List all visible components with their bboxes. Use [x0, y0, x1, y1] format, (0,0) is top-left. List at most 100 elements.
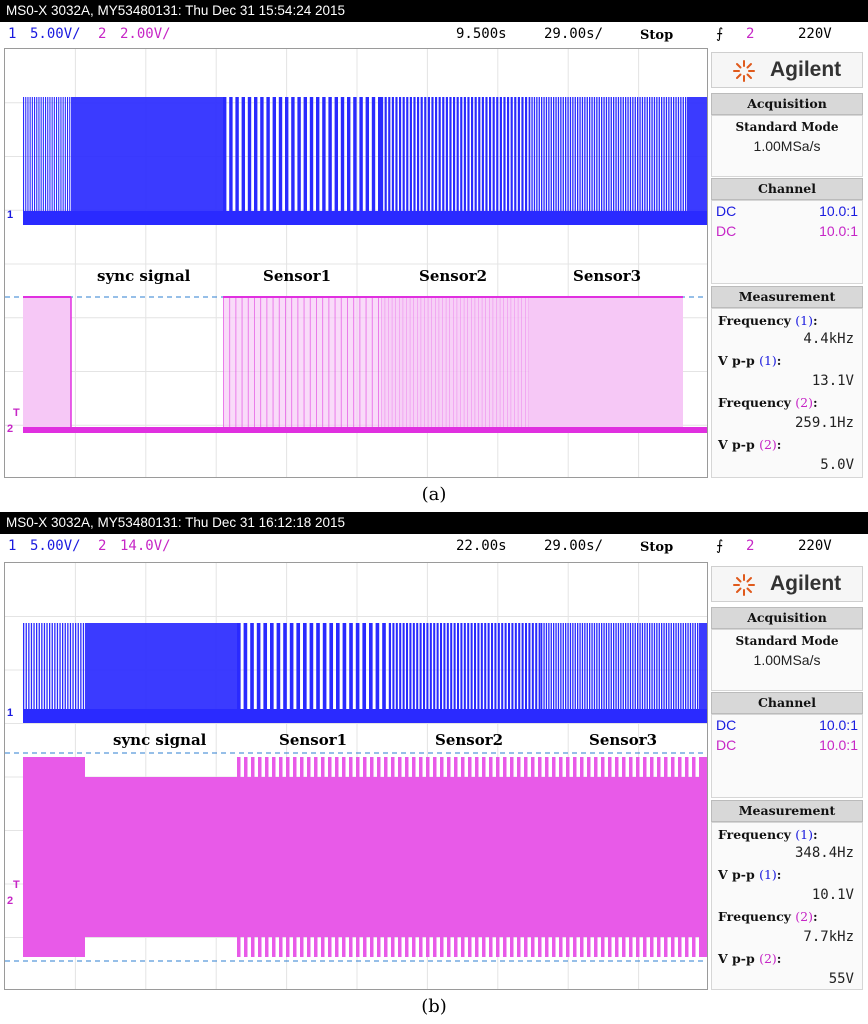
caption-b: (b) — [421, 996, 447, 1017]
ch1-scale[interactable]: 5.00V/ — [30, 26, 81, 42]
meas-1-label: Frequency (1): — [718, 827, 818, 842]
annotation-sensor2: Sensor2 — [435, 731, 504, 749]
ch1-sensor1-pulses — [237, 623, 389, 723]
channel-row-1: DC 10.0:1 — [716, 717, 858, 733]
title-bar: MS0-X 3032A, MY53480131: Thu Dec 31 16:1… — [0, 512, 868, 534]
scope-panel-a: MS0-X 3032A, MY53480131: Thu Dec 31 15:5… — [0, 0, 868, 505]
meas-2-label: V p-p (1): — [718, 353, 782, 368]
acquisition-header[interactable]: Acquisition — [711, 607, 863, 629]
acquisition-mode: Standard Mode — [735, 634, 839, 648]
waveform-svg — [5, 563, 707, 989]
side-panel: Agilent Acquisition Standard Mode 1.00MS… — [711, 566, 863, 990]
ch1-ground-marker[interactable]: 1 — [7, 209, 14, 221]
ch1-number[interactable]: 1 — [8, 26, 17, 42]
trigger-level-marker[interactable]: T — [13, 879, 20, 891]
channel-row-2: DC 10.0:1 — [716, 737, 858, 753]
trigger-edge-icon: ⨍ — [716, 26, 724, 42]
run-state[interactable]: Stop — [640, 540, 674, 555]
waveform-svg — [5, 49, 707, 477]
ch1-tail-block — [699, 623, 707, 723]
brand-name: Agilent — [770, 572, 842, 595]
ch2-probe: 10.0:1 — [819, 737, 858, 753]
annotation-sensor3: Sensor3 — [573, 267, 642, 285]
meas-3-label: Frequency (2): — [718, 909, 818, 924]
time-offset[interactable]: 9.500s — [456, 26, 507, 42]
ch1-tail-block — [687, 97, 707, 225]
ch1-coupling: DC — [716, 717, 737, 733]
ch1-sensor3-pulses — [541, 623, 699, 723]
annotation-sensor1: Sensor1 — [263, 267, 332, 285]
meas-1-label: Frequency (1): — [718, 313, 818, 328]
waveform-display[interactable]: sync signal Sensor1 Sensor2 Sensor3 1 2 … — [4, 48, 708, 478]
ch2-ground-marker[interactable]: 2 — [7, 423, 14, 435]
ch1-probe: 10.0:1 — [819, 203, 858, 219]
acquisition-body: Standard Mode 1.00MSa/s — [711, 629, 863, 691]
ch1-sensor2-pulses — [389, 623, 541, 723]
ch1-sensor3-pulses — [529, 97, 687, 225]
trigger-source[interactable]: 2 — [746, 26, 755, 42]
ch2-coupling: DC — [716, 223, 737, 239]
ch2-number[interactable]: 2 — [98, 538, 107, 554]
caption-a: (a) — [421, 484, 447, 505]
time-scale[interactable]: 29.00s/ — [544, 26, 604, 42]
trigger-level-marker[interactable]: T — [13, 407, 20, 419]
ch2-probe: 10.0:1 — [819, 223, 858, 239]
channel-header[interactable]: Channel — [711, 178, 863, 200]
measurement-header[interactable]: Measurement — [711, 286, 863, 308]
ch1-scale[interactable]: 5.00V/ — [30, 538, 81, 554]
ch1-ground-marker[interactable]: 1 — [7, 707, 14, 719]
agilent-spark-icon — [733, 574, 755, 596]
meas-4-label: V p-p (2): — [718, 437, 782, 452]
ch2-scale[interactable]: 2.00V/ — [120, 26, 171, 42]
brand-name: Agilent — [770, 58, 842, 81]
trigger-edge-icon: ⨍ — [716, 538, 724, 554]
ch1-sensor1-pulses — [223, 97, 381, 225]
acquisition-rate: 1.00MSa/s — [753, 652, 821, 668]
ch1-baseline — [23, 211, 707, 225]
acquisition-rate: 1.00MSa/s — [753, 138, 821, 154]
channel-header[interactable]: Channel — [711, 692, 863, 714]
channel-row-1: DC 10.0:1 — [716, 203, 858, 219]
ch1-coupling: DC — [716, 203, 737, 219]
ch1-burst-dense-1 — [23, 97, 71, 225]
scale-bar: 1 5.00V/ 2 14.0V/ 22.00s 29.00s/ Stop ⨍ … — [0, 534, 868, 560]
ch2-sensor2-fill — [381, 297, 529, 429]
waveform-display[interactable]: sync signal Sensor1 Sensor2 Sensor3 1 2 … — [4, 562, 708, 990]
annotation-sync-signal: sync signal — [97, 267, 191, 285]
time-scale[interactable]: 29.00s/ — [544, 538, 604, 554]
ch2-body-envelope — [237, 777, 699, 937]
measurement-body: Frequency (1): 348.4Hz V p-p (1): 10.1V … — [711, 822, 863, 990]
trigger-level[interactable]: 220V — [798, 538, 832, 554]
meas-4-label: V p-p (2): — [718, 951, 782, 966]
time-offset[interactable]: 22.00s — [456, 538, 507, 554]
measurement-header[interactable]: Measurement — [711, 800, 863, 822]
meas-2-value: 13.1V — [811, 373, 854, 389]
trigger-level[interactable]: 220V — [798, 26, 832, 42]
trigger-source[interactable]: 2 — [746, 538, 755, 554]
ch2-sensor1-fill — [223, 297, 381, 429]
ch1-sync-block — [85, 623, 237, 723]
meas-3-value: 7.7kHz — [803, 929, 854, 945]
ch2-envelope-start — [23, 757, 85, 957]
ch1-probe: 10.0:1 — [819, 717, 858, 733]
ch2-number[interactable]: 2 — [98, 26, 107, 42]
meas-4-value: 55V — [828, 971, 854, 987]
ch2-coupling: DC — [716, 737, 737, 753]
meas-3-label: Frequency (2): — [718, 395, 818, 410]
ch2-baseline — [23, 427, 707, 433]
ch2-lower-ripple — [237, 937, 696, 957]
ch2-upper-ripple — [237, 757, 696, 777]
run-state[interactable]: Stop — [640, 28, 674, 43]
ch1-number[interactable]: 1 — [8, 538, 17, 554]
acquisition-header[interactable]: Acquisition — [711, 93, 863, 115]
ch2-scale[interactable]: 14.0V/ — [120, 538, 171, 554]
annotation-sensor3: Sensor3 — [589, 731, 658, 749]
side-panel: Agilent Acquisition Standard Mode 1.00MS… — [711, 52, 863, 478]
ch2-sensor3-fill — [529, 297, 683, 429]
meas-2-value: 10.1V — [811, 887, 854, 903]
meas-3-value: 259.1Hz — [794, 415, 854, 431]
title-bar: MS0-X 3032A, MY53480131: Thu Dec 31 15:5… — [0, 0, 868, 22]
ch2-ground-marker[interactable]: 2 — [7, 895, 14, 907]
acquisition-mode: Standard Mode — [735, 120, 839, 134]
ch2-envelope-end — [699, 757, 707, 957]
